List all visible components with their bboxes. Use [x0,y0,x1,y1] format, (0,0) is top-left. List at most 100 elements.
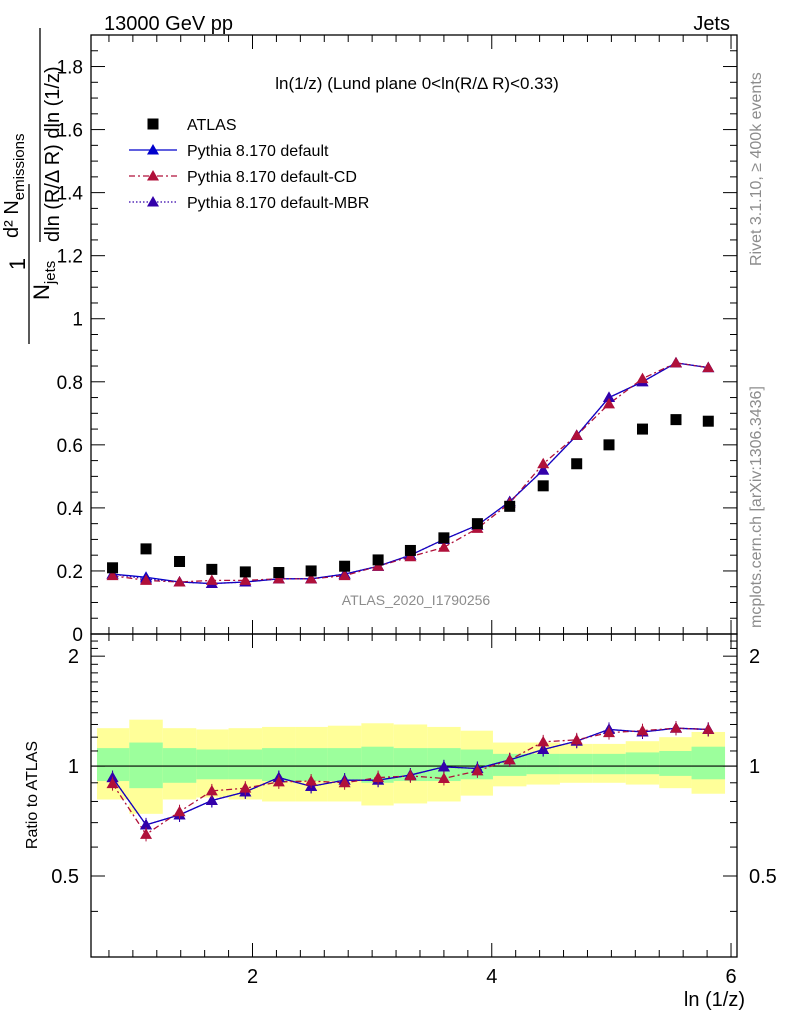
marker-cd [669,356,682,368]
marker-cd [602,397,615,409]
main-y-tick-label: 0.4 [57,499,84,520]
main-series-layer [106,356,715,589]
main-y-tick-label: 1.6 [57,121,83,142]
marker-atlas [273,567,285,579]
ratio-y-tick-label: 2 [68,646,79,668]
ratio-band-inner [559,753,593,775]
main-y-tick-label: 0.2 [57,562,83,583]
ratio-band-inner [228,749,263,780]
ratio-marker-cd [636,724,649,736]
marker-atlas [107,562,119,574]
ratio-marker-cd [437,772,450,783]
marker-cd [437,541,450,552]
marker-cd [173,575,186,587]
ratio-marker-cd [140,828,153,839]
legend-marker-mbr [147,196,159,207]
legend-label: Pythia 8.170 default [187,143,329,160]
marker-mbr [537,464,550,475]
ratio-band-inner [659,750,692,776]
marker-atlas [404,544,416,556]
axes-layer: 0 0.2 0.4 0.6 0.8 1 1.2 1.4 1.6 1.8 2 4 6 0.5 0.5 1 1 2 2 [51,34,777,988]
marker-cd [140,574,153,585]
marker-cd [570,429,583,440]
main-y-tick-label: 0 [72,625,83,646]
marker-atlas [438,532,450,544]
ratio-band-inner [625,752,660,775]
marker-atlas [339,560,351,572]
mcplots-reference-text: mcplots.cern.ch [arXiv:1306.3436] [748,386,765,628]
ratio-y-tick-label-right: 2 [749,646,760,668]
ratio-marker-mbr [140,818,153,830]
marker-atlas [305,565,317,577]
ratio-y-tick-label-right: 0.5 [749,866,777,888]
ratio-marker-mbr [205,794,218,805]
marker-atlas [504,500,516,512]
ratio-band-inner [129,742,163,789]
ratio-marker-cd [570,733,583,745]
ratio-y-tick-label: 0.5 [51,866,79,888]
legend-label: Pythia 8.170 default-CD [187,169,357,186]
main-y-tick-label: 0.8 [57,373,83,394]
legend-marker-default [147,144,159,155]
ratio-uncertainty-bands [91,719,737,814]
marker-cd [239,574,252,585]
marker-atlas [239,566,251,578]
main-y-tick-label: 1.8 [57,58,83,79]
marker-cd [537,457,550,469]
legend: ATLAS Pythia 8.170 default Pythia 8.170 de… [129,117,369,212]
ratio-y-tick-label-right: 1 [749,756,760,778]
ratio-panel-frame [90,633,738,958]
marker-atlas [140,543,152,555]
y-label-fraction-numerator: 1 [5,258,30,270]
marker-cd [372,560,385,571]
marker-cd [305,572,318,584]
x-axis-title: ln (1/z) [684,989,745,1011]
ratio-marker-cd [503,753,516,765]
ratio-marker-cd [106,777,119,789]
header-jets: Jets [693,13,730,35]
x-tick-label: 6 [725,966,736,988]
ratio-marker-cd [471,764,484,776]
y-label-denominator: dln (R/Δ R) dln (1/z) [42,66,64,242]
marker-atlas [702,415,714,427]
marker-atlas [471,518,483,530]
marker-mbr [602,391,615,403]
marker-cd [404,550,417,562]
ratio-marker-cd [338,776,351,788]
marker-atlas [670,414,682,426]
marker-atlas [174,555,186,567]
marker-atlas [636,423,648,435]
ratio-marker-cd [272,775,285,787]
ratio-marker-cd [669,722,682,733]
ratio-marker-cd [602,726,615,738]
main-y-tick-label: 1 [72,310,83,331]
marker-atlas [603,439,615,451]
marker-cd [636,372,649,384]
ratio-y-axis-label: Ratio to ATLAS [24,741,41,849]
marker-cd [272,572,285,584]
marker-cd [205,574,218,585]
ratio-band-inner [196,749,229,780]
analysis-watermark: ATLAS_2020_I1790256 [342,592,491,608]
ratio-marker-cd [305,775,318,786]
legend-label: Pythia 8.170 default-MBR [187,195,369,212]
legend-marker-cd [147,170,159,181]
ratio-marker-mbr [437,760,450,772]
marker-cd [106,569,119,581]
marker-cd [338,569,351,581]
main-y-tick-label: 0.6 [57,436,83,457]
main-y-tick-label: 1.4 [57,184,84,205]
ratio-marker-cd [239,782,252,793]
legend-label: ATLAS [187,117,237,134]
ratio-band-inner [162,748,197,783]
main-y-tick-label: 1.2 [57,247,83,268]
ratio-marker-cd [173,805,186,817]
marker-cd [702,361,715,373]
ratio-series-layer [106,721,715,842]
ratio-band-inner [526,753,560,775]
ratio-y-tick-label: 1 [68,756,79,778]
ratio-marker-cd [404,769,417,781]
ratio-marker-cd [702,723,715,734]
ratio-band-inner [592,753,626,775]
